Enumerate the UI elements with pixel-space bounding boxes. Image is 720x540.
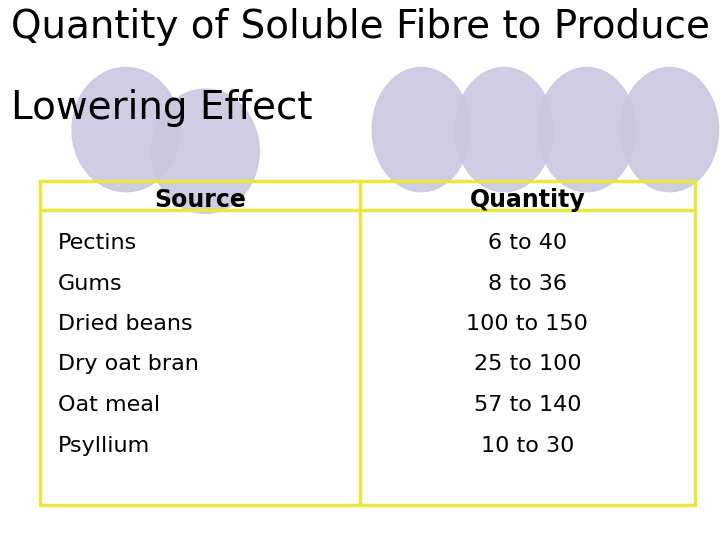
Ellipse shape — [455, 68, 553, 192]
Ellipse shape — [538, 68, 636, 192]
Text: 25 to 100: 25 to 100 — [474, 354, 581, 375]
Ellipse shape — [621, 68, 719, 192]
Text: Pectins: Pectins — [58, 233, 137, 253]
Text: 6 to 40: 6 to 40 — [488, 233, 567, 253]
Text: Quantity: Quantity — [469, 188, 585, 212]
Text: Dried beans: Dried beans — [58, 314, 192, 334]
Text: Quantity of Soluble Fibre to Produce Lipid: Quantity of Soluble Fibre to Produce Lip… — [11, 8, 720, 46]
Text: 8 to 36: 8 to 36 — [488, 273, 567, 294]
Text: Gums: Gums — [58, 273, 122, 294]
Ellipse shape — [151, 89, 259, 213]
Text: 57 to 140: 57 to 140 — [474, 395, 581, 415]
Text: Psyllium: Psyllium — [58, 435, 150, 456]
Text: 10 to 30: 10 to 30 — [481, 435, 574, 456]
Text: Oat meal: Oat meal — [58, 395, 160, 415]
Ellipse shape — [372, 68, 470, 192]
Text: Lowering Effect: Lowering Effect — [11, 89, 312, 127]
Ellipse shape — [72, 68, 180, 192]
Text: Source: Source — [154, 188, 246, 212]
Text: 100 to 150: 100 to 150 — [467, 314, 588, 334]
Text: Dry oat bran: Dry oat bran — [58, 354, 199, 375]
